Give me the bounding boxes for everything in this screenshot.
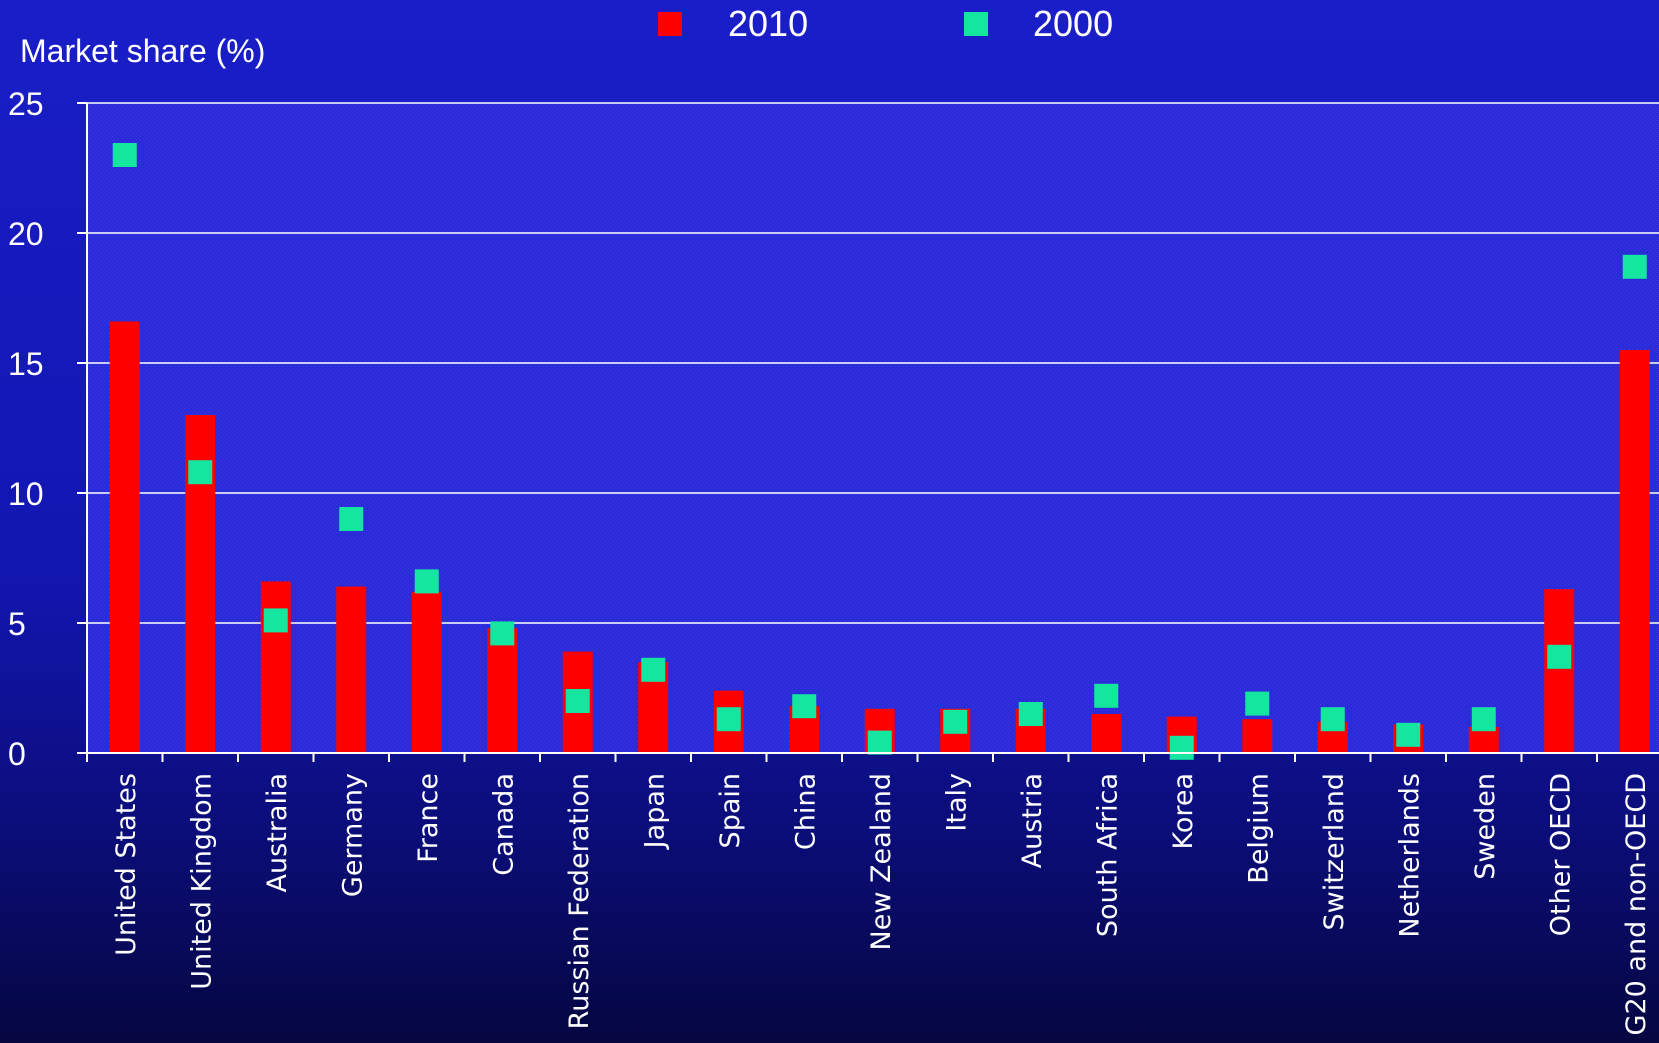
marker-2000 xyxy=(792,694,817,719)
x-tick-label: Austria xyxy=(1017,773,1048,868)
x-tick-label: Italy xyxy=(941,773,972,832)
x-tick-label: United Kingdom xyxy=(186,773,217,990)
x-tick-label: Germany xyxy=(337,773,368,897)
bar-2010 xyxy=(411,591,442,753)
x-tick-label: China xyxy=(790,773,821,850)
x-tick-label: Korea xyxy=(1168,773,1199,850)
bar-2010 xyxy=(1242,719,1273,753)
x-tick-label: Switzerland xyxy=(1319,773,1350,931)
x-tick-label: Canada xyxy=(488,773,519,876)
bar-2010 xyxy=(336,586,367,753)
bar-2010 xyxy=(260,581,291,753)
x-tick-label: South Africa xyxy=(1092,773,1123,937)
x-tick-label: Belgium xyxy=(1243,773,1274,884)
marker-2000 xyxy=(943,709,968,734)
x-tick-label: Sweden xyxy=(1470,773,1501,880)
x-tick-label: France xyxy=(413,773,444,863)
axes xyxy=(77,102,1659,762)
y-tick-label: 10 xyxy=(8,476,44,512)
x-tick-label: Japan xyxy=(639,773,670,850)
marker-2000 xyxy=(1245,691,1270,716)
bar-2010 xyxy=(1619,350,1650,753)
marker-2000 xyxy=(263,608,288,633)
marker-2000 xyxy=(867,730,892,755)
y-tick-label: 15 xyxy=(8,346,44,382)
marker-2000 xyxy=(1169,735,1194,760)
marker-2000 xyxy=(339,507,364,531)
marker-2000 xyxy=(1094,683,1119,708)
y-axis-title: Market share (%) xyxy=(20,33,265,69)
markers-2000 xyxy=(112,143,1647,760)
marker-2000 xyxy=(1018,702,1043,726)
bar-2010 xyxy=(487,628,518,753)
y-tick-label: 0 xyxy=(8,736,26,772)
x-tick-label: Other OECD xyxy=(1545,773,1576,936)
bar-2010 xyxy=(109,321,140,753)
marker-2000 xyxy=(1622,254,1647,279)
marker-2000 xyxy=(1471,707,1496,732)
marker-2000 xyxy=(188,460,213,485)
legend-swatch-2010 xyxy=(658,12,682,36)
bar-2010 xyxy=(1091,714,1122,753)
marker-2000 xyxy=(1547,644,1572,669)
x-tick-label: Australia xyxy=(262,773,293,892)
x-tick-labels: United States United Kingdom Australia Germ… xyxy=(111,773,1652,1035)
bar-2010 xyxy=(1468,727,1499,753)
marker-2000 xyxy=(1396,722,1421,747)
y-tick-labels: 0 5 10 15 20 25 xyxy=(8,86,44,772)
y-tick-label: 5 xyxy=(8,606,26,642)
marker-2000 xyxy=(1320,707,1345,732)
x-tick-label: Russian Federation xyxy=(564,773,595,1029)
marker-2000 xyxy=(641,657,666,682)
y-tick-label: 20 xyxy=(8,216,44,252)
legend-swatch-2000 xyxy=(964,12,988,36)
legend-label-2010: 2010 xyxy=(728,3,808,44)
plot-area xyxy=(87,103,1659,753)
x-tick-label: United States xyxy=(111,773,142,956)
x-tick-label: Spain xyxy=(715,773,746,848)
marker-2000 xyxy=(490,621,515,646)
marker-2000 xyxy=(112,143,137,167)
marker-2000 xyxy=(716,707,741,732)
y-tick-label: 25 xyxy=(8,86,44,122)
x-tick-label: Netherlands xyxy=(1394,773,1425,938)
marker-2000 xyxy=(414,569,439,594)
legend-label-2000: 2000 xyxy=(1033,3,1113,44)
x-tick-label: New Zealand xyxy=(866,773,897,950)
gridlines xyxy=(87,102,1659,624)
x-tick-label: G20 and non-OECD xyxy=(1621,773,1652,1035)
bar-2010 xyxy=(1544,589,1575,753)
legend: 2010 2000 xyxy=(658,3,1113,44)
marker-2000 xyxy=(565,689,590,713)
